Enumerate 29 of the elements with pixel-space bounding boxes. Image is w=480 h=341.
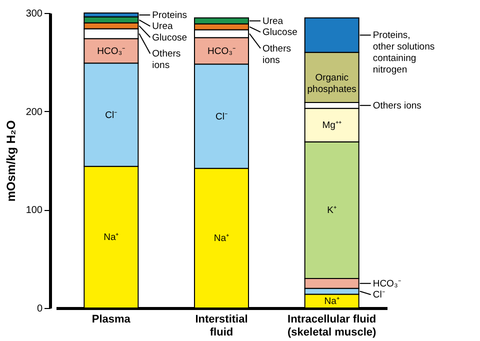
legend-label: Proteins [152, 10, 188, 21]
text: Na⁺ [104, 232, 119, 244]
legend-label: Urea [152, 21, 174, 32]
series-label: Na⁺ [324, 296, 340, 308]
legend-label: Others ions [372, 100, 422, 112]
y-axis-title: mOsm/kg H₂O [4, 120, 18, 202]
y-tick-label: 100 [26, 205, 43, 216]
y-tick-label: 200 [26, 106, 43, 118]
series-label: K⁺ [327, 205, 337, 216]
text: Glucose [262, 27, 298, 38]
x-tick-label: Plasma [92, 314, 132, 326]
x-tick-label: Interstitial fluid [195, 314, 248, 338]
text: Na⁺ [214, 233, 230, 244]
text: Cl⁻ [216, 111, 228, 122]
text: Others ions [262, 43, 292, 66]
legend-label: HCO₃⁻ [372, 278, 401, 290]
series-label: Mg⁺⁺ [322, 120, 342, 132]
legend-label: Cl⁻ [372, 290, 385, 301]
series-label: Organic phosphates [307, 72, 357, 95]
y-tick-label: 0 [36, 304, 43, 314]
text: Others ions [152, 48, 181, 72]
legend-label: Proteins, other solutions containing nitrogen [372, 30, 435, 76]
x-tick-label: Intracellular fluid (skeletal muscle) [288, 314, 376, 338]
text: HCO₃⁻ [208, 46, 236, 57]
legend-label: Glucose [152, 32, 188, 44]
text: HCO₃⁻ [97, 46, 126, 57]
text: Cl⁻ [105, 110, 118, 121]
y-tick-label: 300 [26, 8, 43, 20]
text: Urea [262, 16, 284, 27]
